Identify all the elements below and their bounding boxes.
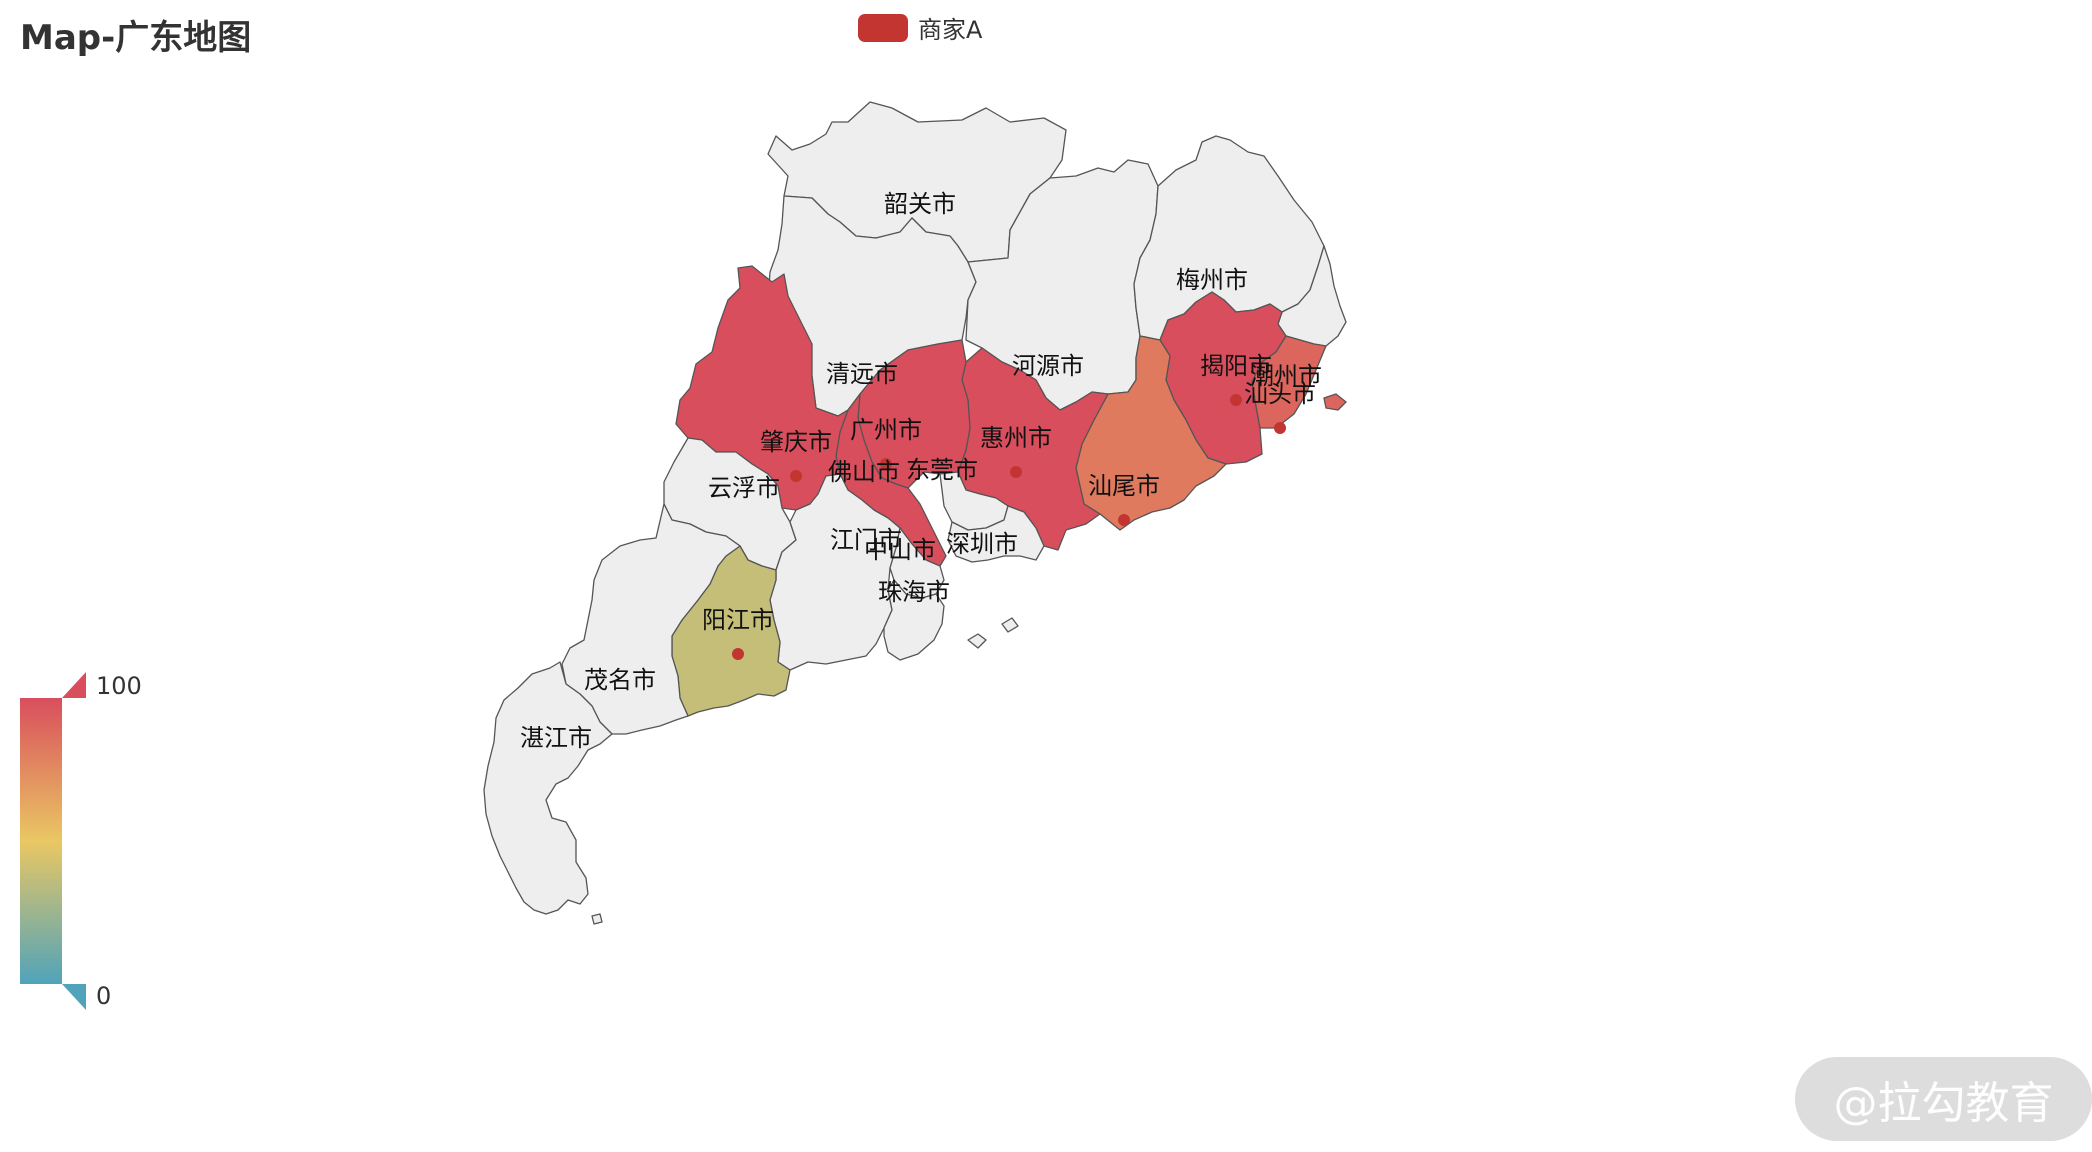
- watermark: @拉勾教育: [1795, 1057, 2092, 1141]
- region-label: 揭阳市: [1200, 352, 1272, 380]
- scatter-point[interactable]: [790, 470, 802, 482]
- scatter-point[interactable]: [880, 458, 892, 470]
- visual-map-min-label: 0: [96, 982, 111, 1010]
- region-label: 汕尾市: [1088, 472, 1160, 500]
- region-label: 河源市: [1012, 352, 1084, 380]
- scatter-point[interactable]: [1274, 422, 1286, 434]
- region-zhuhai[interactable]: [883, 579, 1019, 661]
- region-maoming[interactable]: [561, 503, 741, 735]
- chart-title: Map-广东地图: [20, 18, 252, 58]
- region-label: 深圳市: [946, 530, 1018, 558]
- region-label: 中山市: [864, 536, 936, 564]
- visual-map-handle-top[interactable]: [62, 672, 86, 698]
- scatter-point[interactable]: [1010, 466, 1022, 478]
- region-label: 佛山市: [828, 458, 900, 486]
- legend-item-merchant-a[interactable]: 商家A: [858, 10, 982, 45]
- region-label: 汕头市: [1244, 380, 1316, 408]
- region-label: 韶关市: [884, 190, 956, 218]
- region-label: 茂名市: [584, 666, 656, 694]
- region-label: 肇庆市: [760, 428, 832, 456]
- region-shenzhen[interactable]: [947, 505, 1045, 563]
- region-label: 湛江市: [520, 724, 592, 752]
- region-label: 东莞市: [906, 456, 978, 484]
- region-label: 清远市: [826, 360, 898, 388]
- scatter-points: [732, 394, 1286, 660]
- region-label: 珠海市: [878, 578, 950, 606]
- scatter-point[interactable]: [1230, 394, 1242, 406]
- region-label: 云浮市: [708, 474, 780, 502]
- legend-label: 商家A: [918, 16, 983, 44]
- region-label: 潮州市: [1250, 362, 1322, 390]
- legend-swatch: [858, 13, 908, 42]
- scatter-point[interactable]: [732, 648, 744, 660]
- region-label: 梅州市: [1176, 266, 1248, 294]
- region-label: 阳江市: [702, 606, 774, 634]
- region-label: 惠州市: [980, 424, 1052, 452]
- region-label: 江门市: [830, 526, 902, 554]
- visual-map-gradient-bar: [20, 698, 62, 984]
- visual-map-handle-bottom[interactable]: [62, 984, 86, 1010]
- region-label: 广州市: [850, 416, 922, 444]
- region-zhanjiang[interactable]: [483, 661, 613, 925]
- scatter-point[interactable]: [1118, 514, 1130, 526]
- visual-map-max-label: 100: [96, 672, 142, 700]
- visual-map: 100 0: [20, 672, 142, 1010]
- regions-layer: [483, 101, 1347, 925]
- region-shantou[interactable]: [1251, 335, 1347, 429]
